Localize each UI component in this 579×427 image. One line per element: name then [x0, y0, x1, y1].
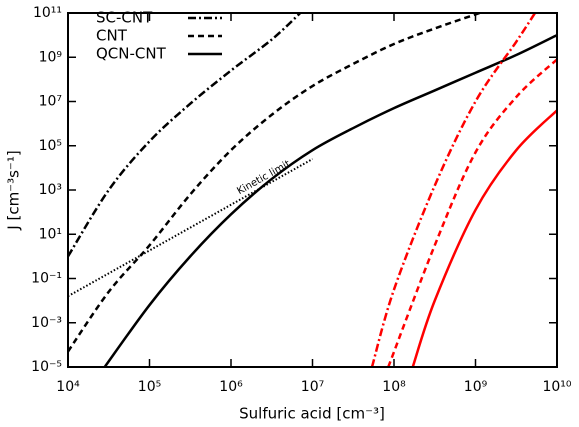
y-tick-label: 10³: [39, 182, 62, 198]
y-tick-label: 10⁷: [39, 94, 62, 110]
kinetic-limit-line: [68, 158, 313, 298]
series-line: [103, 34, 557, 367]
y-tick-label: 10⁹: [39, 49, 63, 65]
x-tick-label: 10⁴: [56, 379, 80, 395]
series-line: [68, 13, 480, 353]
y-tick-label: 10⁵: [39, 138, 62, 154]
series-line: [68, 13, 302, 258]
legend-label: CNT: [96, 27, 128, 45]
x-axis-label: Sulfuric acid [cm⁻³]: [239, 405, 385, 423]
x-tick-label: 10⁷: [301, 379, 324, 395]
x-tick-label: 10⁹: [464, 379, 488, 395]
x-tick-label: 10⁵: [138, 379, 161, 395]
series-line: [370, 13, 537, 367]
y-tick-label: 10⁻⁵: [31, 359, 62, 375]
y-tick-label: 10⁻¹: [31, 271, 62, 287]
y-axis-label: J [cm⁻³s⁻¹]: [5, 150, 23, 230]
y-tick-label: 10¹: [39, 226, 62, 242]
plot-area: [68, 13, 557, 367]
x-tick-label: 10⁶: [219, 379, 243, 395]
y-tick-label: 10¹¹: [33, 5, 62, 21]
x-tick-label: 10¹⁰: [542, 379, 571, 395]
x-tick-label: 10⁸: [382, 379, 406, 395]
y-tick-label: 10⁻³: [31, 315, 62, 331]
annotation: Kinetic limit: [235, 159, 292, 198]
legend-label: SC-CNT: [96, 9, 153, 27]
legend-label: QCN-CNT: [96, 45, 167, 63]
series-line: [411, 109, 557, 367]
plot-frame: [67, 12, 558, 368]
series-line: [387, 58, 557, 367]
